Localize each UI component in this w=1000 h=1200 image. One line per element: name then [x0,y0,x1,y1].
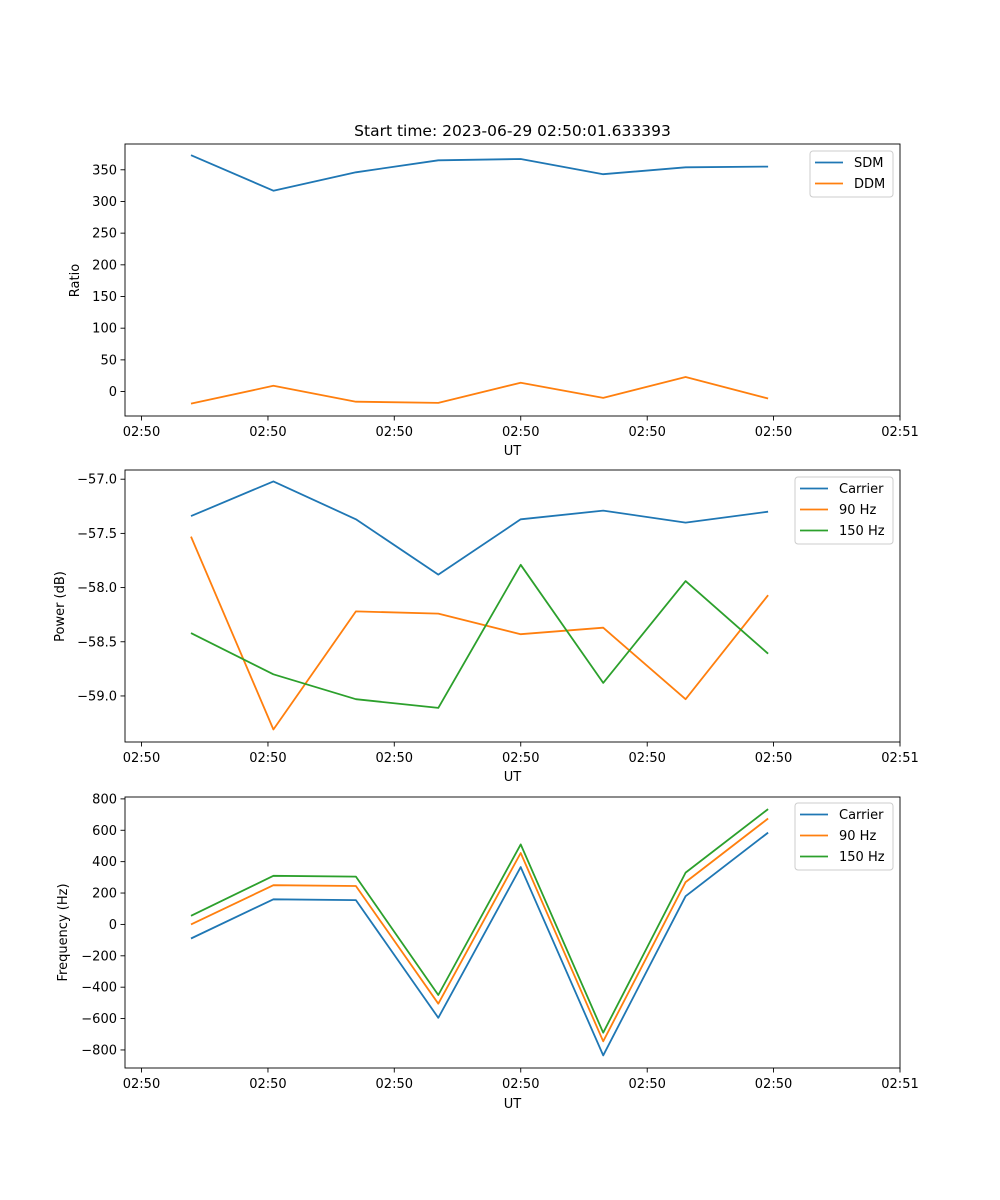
x-tick-label: 02:50 [755,425,792,440]
series-line-sdm [190,154,769,192]
y-tick-label: 0 [109,918,117,933]
x-axis-label: UT [504,444,522,459]
legend-label: 90 Hz [839,829,876,844]
x-tick-label: 02:50 [376,1077,413,1092]
series-line-150-hz [190,808,769,1034]
axes-frame [124,796,901,1069]
y-tick-label: 100 [92,322,117,337]
series-line-90-hz [190,817,769,1043]
y-tick-label: 600 [92,824,117,839]
y-tick-label: 400 [92,855,117,870]
x-tick-label: 02:50 [123,425,160,440]
series-line-ddm [190,376,769,405]
y-tick-label: 200 [92,258,117,273]
y-tick-label: −57.0 [77,473,117,488]
x-tick-label: 02:50 [755,751,792,766]
y-tick-label: 300 [92,195,117,210]
legend-box [794,476,894,545]
x-tick-label: 02:50 [755,1077,792,1092]
axes-frame [124,469,901,743]
legend-label: 150 Hz [839,850,885,865]
y-axis-label: Frequency (Hz) [56,883,71,981]
x-tick-label: 02:50 [123,751,160,766]
y-tick-label: 0 [109,385,117,400]
x-tick-label: 02:50 [249,751,286,766]
y-tick-label: −200 [81,949,117,964]
y-tick-label: −59.0 [77,689,117,704]
plot-area: 02:50 02:50 02:50 02:50 02:50 02:50 02:51 0 50 10… [92,143,919,440]
plot-area: 02:50 02:50 02:50 02:50 02:50 02:50 02:51 −800 −… [81,792,918,1092]
x-tick-label: 02:50 [376,425,413,440]
y-tick-label: 50 [100,353,117,368]
axes-frame [124,143,901,417]
legend: Carrier 90 Hz 150 Hz [794,476,894,545]
x-tick-label: 02:51 [881,751,918,766]
x-tick-label: 02:50 [123,1077,160,1092]
y-tick-label: −57.5 [77,527,117,542]
y-tick-label: 350 [92,163,117,178]
legend-label: DDM [854,177,885,192]
legend-label: 150 Hz [839,524,885,539]
legend-label: SDM [854,156,883,171]
y-tick-label: 150 [92,290,117,305]
x-tick-label: 02:50 [502,1077,539,1092]
y-tick-label: −58.5 [77,635,117,650]
x-tick-label: 02:50 [376,751,413,766]
x-tick-label: 02:50 [628,751,665,766]
panel-ratio: Start time: 2023-06-29 02:50:01.633393 0… [68,122,919,459]
panel-frequency: 02:50 02:50 02:50 02:50 02:50 02:50 02:51 −800 −… [56,792,919,1112]
y-tick-label: −600 [81,1012,117,1027]
y-tick-label: −58.0 [77,581,117,596]
x-tick-label: 02:51 [881,425,918,440]
y-axis-label: Power (dB) [53,571,68,642]
series-line-carrier [190,831,769,1057]
legend: SDM DDM [809,150,894,198]
y-axis-label: Ratio [68,264,83,297]
legend-label: 90 Hz [839,503,876,518]
y-tick-label: 250 [92,227,117,242]
x-tick-label: 02:50 [628,1077,665,1092]
legend-box [794,802,894,871]
x-tick-label: 02:50 [249,1077,286,1092]
x-tick-label: 02:50 [628,425,665,440]
series-line-150-hz [190,563,769,709]
legend-label: Carrier [839,808,884,823]
panel-power: 02:50 02:50 02:50 02:50 02:50 02:50 02:51 −59.0… [53,469,919,785]
legend: Carrier 90 Hz 150 Hz [794,802,894,871]
x-axis-label: UT [504,770,522,785]
x-tick-label: 02:50 [249,425,286,440]
y-tick-label: −400 [81,981,117,996]
plot-area: 02:50 02:50 02:50 02:50 02:50 02:50 02:51 −59.0… [77,469,919,766]
series-line-90-hz [190,536,769,731]
series-line-carrier [190,480,769,576]
x-tick-label: 02:51 [881,1077,918,1092]
legend-label: Carrier [839,482,884,497]
x-tick-label: 02:50 [502,751,539,766]
chart-title: Start time: 2023-06-29 02:50:01.633393 [354,122,671,140]
x-axis-label: UT [504,1097,522,1112]
y-tick-label: 200 [92,887,117,902]
y-tick-label: 800 [92,792,117,807]
y-tick-label: −800 [81,1043,117,1058]
x-tick-label: 02:50 [502,425,539,440]
